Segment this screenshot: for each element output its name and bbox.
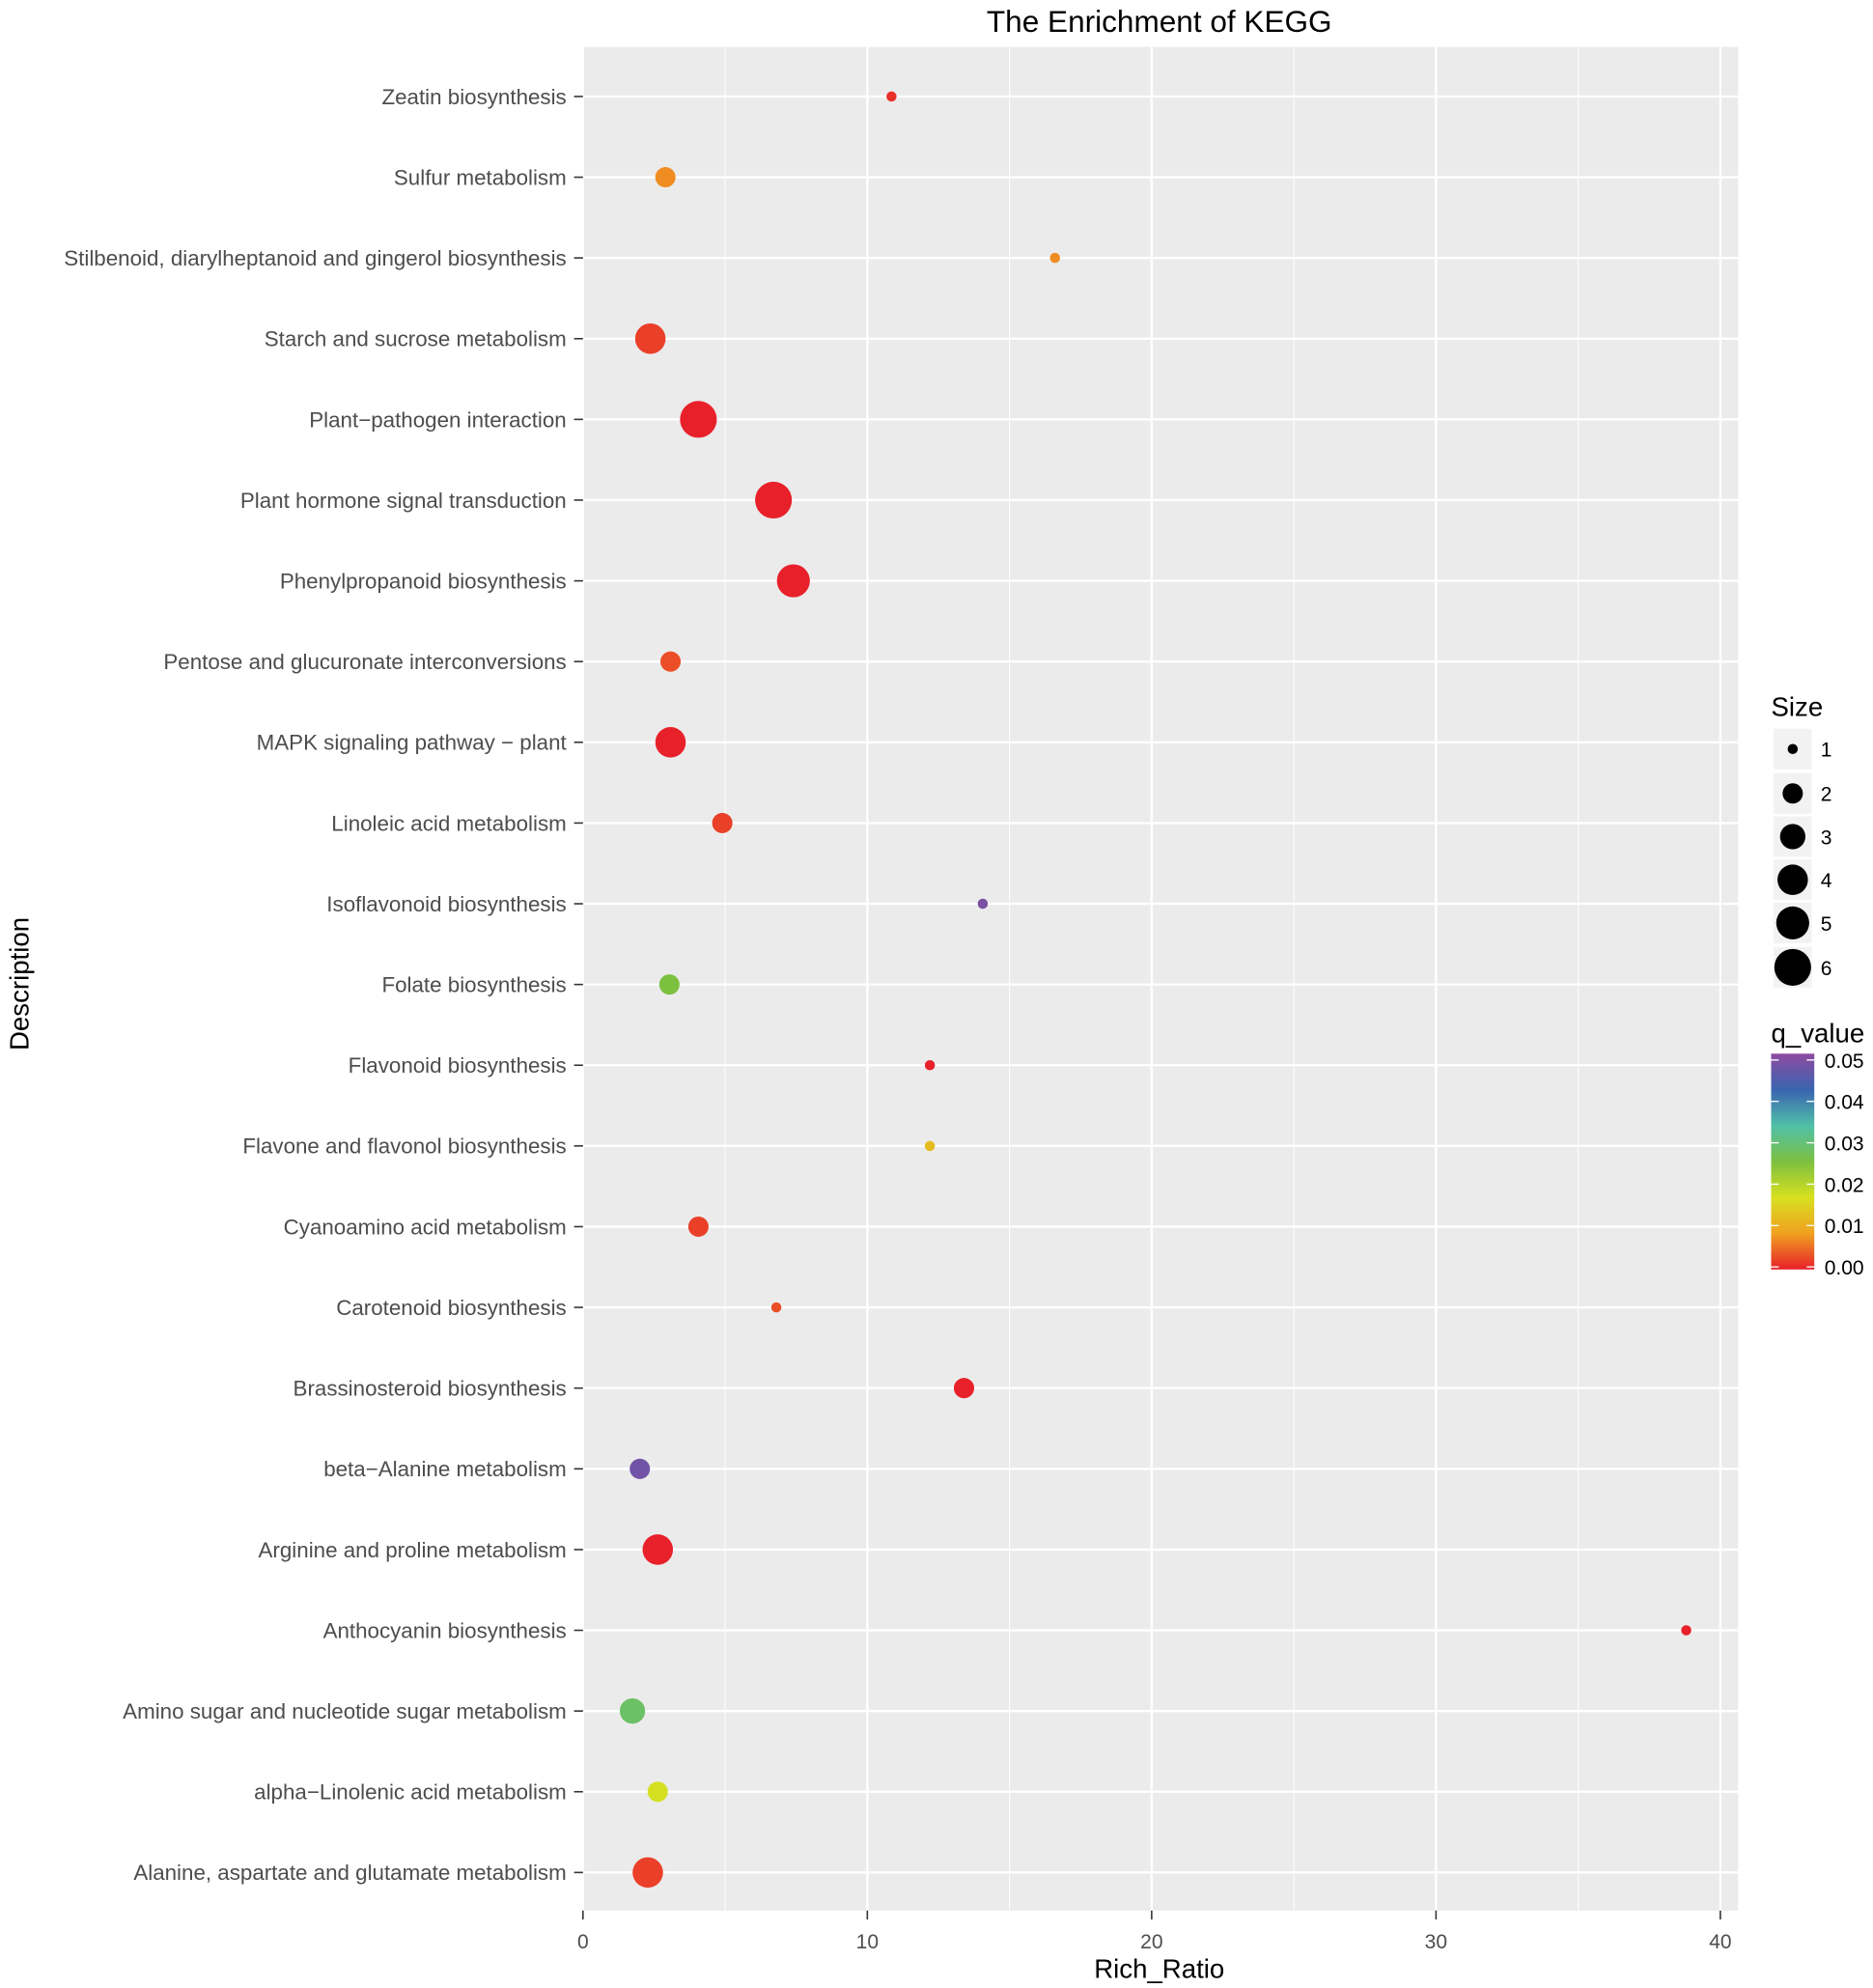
colorbar-label: 0.04 [1825,1092,1864,1114]
colorbar-label: 0.00 [1825,1257,1864,1279]
color-legend: q_value 0.05 0.04 0.03 0.02 0.01 0.00 [1771,1018,1864,1279]
y-axis-title: Description [4,917,34,1050]
size-key-label: 4 [1821,870,1832,892]
data-point [634,322,666,354]
y-tick-label: MAPK signaling pathway − plant [257,731,568,755]
x-axis-title: Rich_Ratio [1094,1953,1224,1983]
x-tick-label: 20 [1140,1931,1162,1953]
size-legend-title: Size [1771,692,1823,722]
size-key-label: 2 [1821,784,1832,806]
color-legend-title: q_value [1771,1018,1864,1048]
colorbar-label: 0.01 [1825,1216,1864,1238]
colorbar [1771,1053,1815,1270]
y-tick-label: Amino sugar and nucleotide sugar metabol… [123,1699,567,1723]
y-tick-label: Zeatin biosynthesis [381,85,566,109]
y-tick-label: Plant hormone signal transduction [240,489,567,513]
data-point [629,1458,651,1479]
y-tick-label: Stilbenoid, diarylheptanoid and gingerol… [64,246,566,270]
size-key-dot [1782,783,1803,804]
data-point [924,1059,936,1071]
y-tick-label: beta−Alanine metabolism [323,1457,567,1481]
size-key-dot [1787,743,1799,754]
size-key-dot [1777,864,1808,895]
data-point [1681,1625,1691,1636]
y-tick-label: Flavonoid biosynthesis [349,1053,567,1078]
data-point [658,974,680,995]
y-tick-label: Folate biosynthesis [381,973,566,997]
data-point [632,1857,663,1889]
y-tick-label: Carotenoid biosynthesis [336,1296,566,1320]
size-key-label: 3 [1821,826,1832,849]
data-point [712,812,733,833]
y-tick-label: Linoleic acid metabolism [331,811,566,835]
colorbar-label: 0.05 [1825,1050,1864,1073]
chart-title: The Enrichment of KEGG [987,4,1332,39]
x-tick-label: 40 [1709,1931,1731,1953]
y-tick-label: alpha−Linolenic acid metabolism [254,1780,567,1805]
data-point [655,727,686,758]
colorbar-label: 0.03 [1825,1133,1864,1155]
plot-panel [582,46,1739,1911]
y-tick-label: Isoflavonoid biosynthesis [326,892,566,916]
data-point [924,1140,936,1152]
size-key-label: 5 [1821,913,1832,936]
y-tick-label: Sulfur metabolism [394,165,567,189]
y-tick-label: Plant−pathogen interaction [309,407,566,432]
data-point [642,1534,674,1565]
data-point [770,1302,782,1313]
data-point [687,1216,709,1237]
size-key-dot [1774,948,1811,986]
size-key-dot [1779,824,1805,850]
y-tick-label: Arginine and proline metabolism [259,1538,567,1562]
x-tick-label: 0 [577,1931,589,1953]
data-point [1049,252,1060,264]
data-point [680,401,717,438]
size-key-label: 6 [1821,958,1832,980]
y-tick-label: Alanine, aspartate and glutamate metabol… [133,1861,566,1885]
x-tick-label: 10 [856,1931,879,1953]
y-tick-label: Pentose and glucuronate interconversions [163,650,566,674]
data-point [776,564,810,598]
size-key-label: 1 [1821,740,1832,762]
y-tick-label: Starch and sucrose metabolism [265,327,567,351]
data-point [619,1697,646,1724]
data-point [977,898,989,910]
data-point [647,1781,668,1803]
data-point [953,1378,974,1399]
data-point [755,481,793,519]
y-tick-label: Phenylpropanoid biosynthesis [280,569,567,593]
y-tick-label: Cyanoamino acid metabolism [284,1215,567,1239]
data-point [655,167,676,188]
size-legend: Size 1 2 3 4 5 6 [1771,692,1832,988]
y-tick-label: Brassinosteroid biosynthesis [294,1377,567,1401]
y-tick-label: Anthocyanin biosynthesis [323,1618,567,1642]
x-tick-label: 30 [1425,1931,1447,1953]
y-tick-label: Flavone and flavonol biosynthesis [242,1134,566,1159]
colorbar-label: 0.02 [1825,1174,1864,1196]
size-key-dot [1775,906,1809,939]
data-point [660,651,682,672]
data-point [886,91,897,102]
